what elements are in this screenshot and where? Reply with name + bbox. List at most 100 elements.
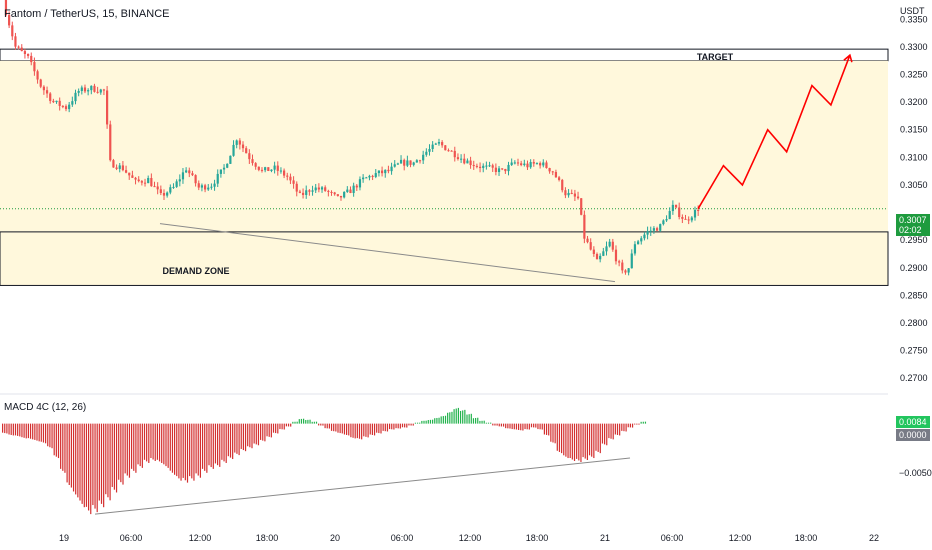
candle: [83, 84, 87, 94]
macd-bar: [79, 423, 81, 501]
candle-body: [191, 173, 194, 176]
candle-body: [194, 175, 197, 184]
chart-title[interactable]: Fantom / TetherUS, 15, BINANCE: [4, 8, 170, 20]
candle: [665, 215, 668, 222]
price-tick-label: 0.2850: [900, 290, 928, 300]
candle: [216, 169, 219, 188]
macd-bar: [395, 423, 397, 429]
macd-bar: [507, 423, 509, 429]
macd-bar: [440, 416, 442, 424]
candle: [365, 176, 368, 179]
candle: [570, 189, 573, 195]
macd-bar: [98, 423, 100, 501]
candle-body: [166, 192, 169, 196]
macd-bar: [640, 421, 642, 424]
macd-bar: [416, 422, 419, 424]
macd-bar: [520, 423, 522, 431]
candle-body: [248, 153, 251, 160]
candle: [260, 167, 264, 173]
candle-body: [453, 150, 456, 158]
macd-bar: [137, 423, 139, 465]
macd-bar: [210, 423, 212, 468]
macd-bar: [459, 410, 462, 424]
candle-body: [178, 179, 181, 182]
candle: [428, 144, 431, 156]
macd-bar: [606, 423, 608, 446]
target-label: TARGET: [697, 52, 734, 62]
candle-body: [49, 93, 52, 101]
candle-body: [655, 228, 659, 231]
candle: [20, 44, 23, 52]
candle: [412, 161, 415, 167]
macd-bar: [90, 423, 92, 515]
price-axis[interactable]: 0.3350 0.3300 0.3250 0.3200 0.3150 0.3100 0.30…: [900, 14, 928, 383]
macd-bar: [485, 422, 487, 424]
candle: [573, 189, 576, 201]
candle-body: [273, 165, 276, 170]
macd-bar: [75, 423, 77, 495]
last-price-tag: 0.3007 02:02: [896, 214, 930, 236]
time-axis[interactable]: 19 06:00 12:00 18:00 20 06:00 12:00 18:00 21 06:0…: [59, 533, 879, 543]
candle-body: [45, 90, 49, 94]
candle: [453, 146, 456, 162]
macd-bar: [373, 423, 376, 436]
macd-bar: [567, 423, 569, 459]
candle-body: [172, 186, 175, 188]
macd-bar: [49, 423, 51, 448]
macd-bar: [238, 423, 240, 456]
macd-bar: [619, 423, 621, 436]
candle-body: [279, 170, 283, 172]
candle-body: [482, 165, 485, 168]
macd-bar: [451, 411, 453, 424]
candles-layer: [4, 0, 700, 276]
macd-bar: [45, 423, 47, 444]
candle-body: [362, 177, 365, 180]
macd-bar: [369, 423, 371, 435]
candle-body: [393, 164, 396, 167]
candle: [213, 179, 216, 191]
candle: [643, 231, 646, 241]
macd-bar: [453, 409, 455, 424]
candle-body: [197, 183, 200, 188]
macd-bar: [541, 423, 543, 430]
macd-bar: [404, 423, 406, 428]
candle: [140, 180, 143, 186]
macd-bar: [410, 423, 412, 426]
time-tick-label: 19: [59, 533, 69, 543]
macd-bar: [376, 423, 378, 433]
candle: [687, 216, 690, 225]
macd-bar: [23, 423, 25, 438]
candle: [523, 159, 526, 167]
candle: [210, 183, 213, 190]
macd-value-tag: 0.0084: [896, 416, 930, 428]
macd-bar: [174, 423, 176, 475]
candle: [646, 226, 649, 240]
candle: [320, 185, 324, 193]
time-tick-label: 06:00: [661, 533, 684, 543]
candle: [690, 216, 693, 223]
candle: [324, 185, 327, 192]
candle-body: [188, 170, 191, 174]
macd-bar: [642, 421, 644, 424]
price-tick-label: 0.2800: [900, 318, 928, 328]
macd-bar: [444, 415, 447, 424]
macd-bar: [442, 416, 444, 424]
candle-body: [501, 168, 504, 170]
time-tick-label: 22: [869, 533, 879, 543]
macd-bar: [414, 422, 416, 424]
price-tick-label: 0.3350: [900, 14, 928, 24]
candle: [567, 189, 570, 198]
candle: [289, 173, 292, 185]
candle: [80, 85, 83, 95]
macd-title[interactable]: MACD 4C (12, 26): [4, 402, 87, 413]
candle-body: [621, 262, 624, 271]
macd-bar: [432, 419, 434, 424]
candle-body: [241, 144, 245, 149]
candle-body: [633, 244, 637, 254]
candle: [409, 160, 412, 168]
macd-bar: [573, 423, 576, 461]
macd-bar: [96, 423, 98, 513]
macd-bar: [391, 423, 393, 430]
candle-body: [219, 169, 222, 174]
macd-bar: [4, 423, 6, 434]
